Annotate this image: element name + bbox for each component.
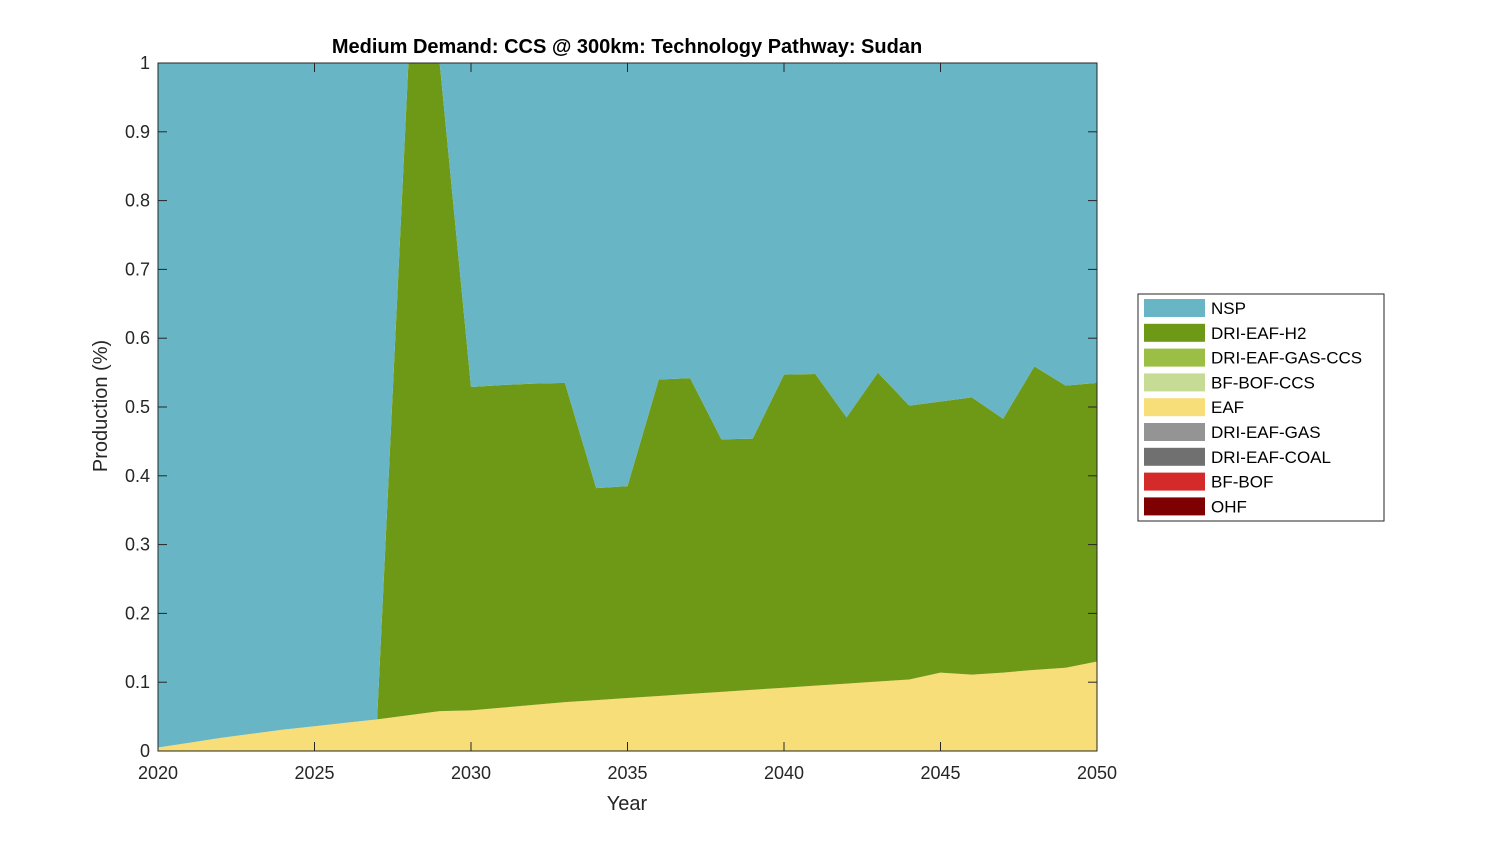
legend-swatch-bf-bof-ccs [1144, 373, 1205, 392]
legend-swatch-ohf [1144, 497, 1205, 516]
y-tick-label: 0.2 [125, 603, 150, 623]
legend-label-dri-eaf-coal: DRI-EAF-COAL [1211, 448, 1331, 467]
y-tick-label: 0 [140, 741, 150, 761]
legend-label-eaf: EAF [1211, 398, 1244, 417]
legend-swatch-eaf [1144, 398, 1205, 417]
legend-swatch-nsp [1144, 299, 1205, 317]
y-tick-label: 0.4 [125, 466, 150, 486]
area-dri-eaf-h2 [158, 63, 1097, 748]
y-tick-label: 1 [140, 53, 150, 73]
axes: 2020 2025 2030 2035 2040 2045 2050 0 0.1 0.2 0.3 0.… [125, 53, 1117, 783]
area-eaf [158, 661, 1097, 751]
legend-label-dri-eaf-h2: DRI-EAF-H2 [1211, 324, 1306, 343]
legend-label-dri-eaf-gas-ccs: DRI-EAF-GAS-CCS [1211, 349, 1362, 368]
legend-swatch-dri-eaf-gas-ccs [1144, 348, 1205, 367]
x-tick-label: 2035 [607, 763, 647, 783]
legend-label-bf-bof-ccs: BF-BOF-CCS [1211, 373, 1315, 392]
x-tick-label: 2045 [920, 763, 960, 783]
x-tick-label: 2030 [451, 763, 491, 783]
y-tick-label: 0.7 [125, 259, 150, 279]
y-axis-label: Production (%) [90, 340, 112, 472]
area-nsp [158, 63, 1097, 748]
y-tick-label: 0.1 [125, 672, 150, 692]
y-tick-label: 0.8 [125, 191, 150, 211]
x-tick-label: 2050 [1077, 763, 1117, 783]
y-tick-label: 0.5 [125, 397, 150, 417]
legend-swatch-dri-eaf-coal [1144, 447, 1205, 466]
legend: NSP DRI-EAF-H2 DRI-EAF-GAS-CCS BF-BOF-CCS EA… [1137, 293, 1385, 522]
legend-label-ohf: OHF [1211, 497, 1247, 516]
stacked-areas [158, 63, 1097, 751]
x-tick-label: 2025 [294, 763, 334, 783]
legend-swatch-dri-eaf-gas [1144, 423, 1205, 441]
y-tick-label: 0.9 [125, 122, 150, 142]
x-tick-label: 2020 [138, 763, 178, 783]
legend-label-dri-eaf-gas: DRI-EAF-GAS [1211, 423, 1321, 442]
y-tick-label: 0.3 [125, 535, 150, 555]
x-tick-label: 2040 [764, 763, 804, 783]
legend-swatch-bf-bof [1144, 472, 1205, 491]
y-tick-label: 0.6 [125, 328, 150, 348]
x-axis-label: Year [607, 793, 648, 815]
legend-label-bf-bof: BF-BOF [1211, 473, 1273, 492]
legend-swatch-dri-eaf-h2 [1144, 323, 1205, 342]
legend-label-nsp: NSP [1211, 299, 1246, 318]
chart-title: Medium Demand: CCS @ 300km: Technology P… [332, 36, 922, 58]
